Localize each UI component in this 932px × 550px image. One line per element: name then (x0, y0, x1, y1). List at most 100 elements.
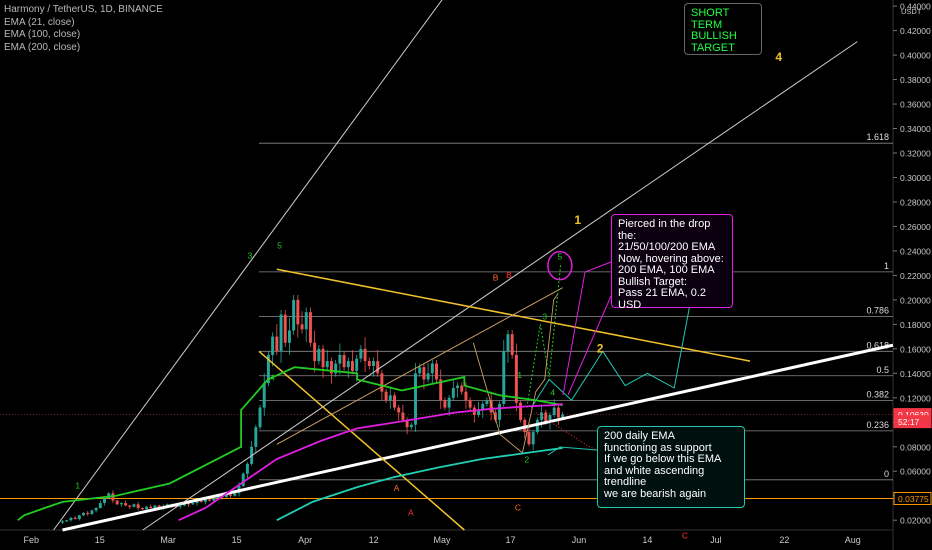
candle-body (514, 354, 518, 403)
wave-label: 1 (517, 370, 522, 380)
candle-body (187, 503, 191, 505)
target-circle (547, 250, 573, 281)
price-label-text: 0.03775 (898, 494, 929, 504)
candle-body (506, 334, 510, 352)
candle-body (61, 521, 64, 523)
candle-body (355, 358, 359, 371)
candle-body (279, 314, 283, 352)
candle-body (292, 299, 296, 331)
time-tick-label: May (434, 535, 452, 545)
price-tick-label: 0.06000 (900, 467, 931, 477)
wave-label: 4 (775, 50, 782, 64)
time-tick-label: Jun (572, 535, 587, 545)
candle-body (203, 499, 207, 502)
price-tick-label: 0.22000 (900, 271, 931, 281)
note-pointer-top (562, 261, 612, 396)
price-tick-label: 0.20000 (900, 295, 931, 305)
wave-label: B (493, 272, 499, 282)
candle-body (464, 391, 468, 401)
trendline (258, 350, 465, 531)
candle-body (98, 503, 102, 508)
candle-body (552, 407, 556, 415)
candle-body (90, 510, 94, 515)
candle-body (456, 385, 460, 389)
candle-body (401, 412, 405, 420)
ema-line-2 (276, 447, 563, 522)
fib-level-label: 0.382 (866, 389, 889, 399)
wave-path-abc (472, 293, 559, 454)
candle-body (346, 361, 350, 368)
candle-body (224, 494, 228, 497)
wave-label: 4 (550, 387, 555, 397)
symbol-label: Harmony / TetherUS, 1D, BINANCE (4, 4, 163, 15)
candle-body (325, 361, 329, 368)
wave-label: 4 (270, 373, 275, 383)
candle-body (409, 424, 413, 428)
wave-label: A (394, 483, 400, 493)
price-tick-label: 0.26000 (900, 222, 931, 232)
trendline (276, 287, 563, 445)
candle-body (393, 395, 396, 408)
candle-body (439, 379, 443, 401)
price-tick-label: 0.42000 (900, 26, 931, 36)
candle-body (372, 361, 375, 366)
price-tick-label: 0.36000 (900, 100, 931, 110)
candle-body (233, 493, 237, 496)
time-tick-label: Apr (298, 535, 312, 545)
candle-body (329, 361, 333, 374)
candle-body (485, 400, 489, 404)
candle-body (338, 354, 342, 364)
wave-label: C (515, 502, 521, 512)
candle-body (489, 400, 493, 413)
price-tick-label: 0.12000 (900, 393, 931, 403)
candle-body (418, 367, 422, 374)
candle-body (388, 395, 392, 401)
candle-body (405, 419, 409, 428)
candle-body (241, 473, 245, 486)
fib-level-label: 1.618 (866, 132, 889, 142)
candle-body (216, 495, 220, 499)
time-tick-label: 15 (95, 535, 105, 545)
candle-body (460, 385, 464, 392)
price-tick-label: 0.14000 (900, 369, 931, 379)
candle-body (426, 373, 430, 380)
candle-body (94, 507, 98, 511)
candle-body (128, 505, 132, 507)
wave-label: B (506, 270, 512, 280)
price-unit-label: USDT (901, 7, 922, 16)
time-tick-label: 15 (232, 535, 242, 545)
candle-body (313, 342, 317, 362)
candle-body (308, 312, 312, 343)
candle-body (468, 400, 472, 408)
price-tick-label: 0.30000 (900, 173, 931, 183)
candle-body (191, 503, 195, 505)
chart-legend: Harmony / TetherUS, 1D, BINANCE EMA (21,… (4, 4, 163, 54)
price-label-badge (893, 491, 932, 505)
price-tick-label: 0.38000 (900, 75, 931, 85)
candle-body (380, 373, 384, 392)
candle-body (544, 412, 548, 423)
candle-body (451, 388, 455, 398)
candle-body (317, 348, 321, 362)
fib-level-label: 0.618 (866, 340, 889, 350)
candle-body (443, 400, 447, 408)
time-tick-label: Jul (710, 535, 722, 545)
candle-body (287, 330, 291, 343)
candle-body (254, 427, 258, 447)
candle-body (157, 505, 161, 508)
price-tick-label: 0.40000 (900, 51, 931, 61)
price-tick-label: 0.34000 (900, 124, 931, 134)
price-tick-label: 0.16000 (900, 344, 931, 354)
candle-body (376, 361, 380, 374)
candle-body (548, 414, 552, 423)
trendline (142, 41, 858, 531)
candle-body (258, 407, 262, 428)
candle-body (502, 351, 506, 404)
ema-line-1 (178, 403, 563, 522)
candle-body (321, 348, 325, 368)
candle-body (65, 520, 69, 522)
candle-body (153, 505, 157, 508)
candle-body (481, 403, 485, 411)
wave-label: 5 (558, 251, 563, 261)
